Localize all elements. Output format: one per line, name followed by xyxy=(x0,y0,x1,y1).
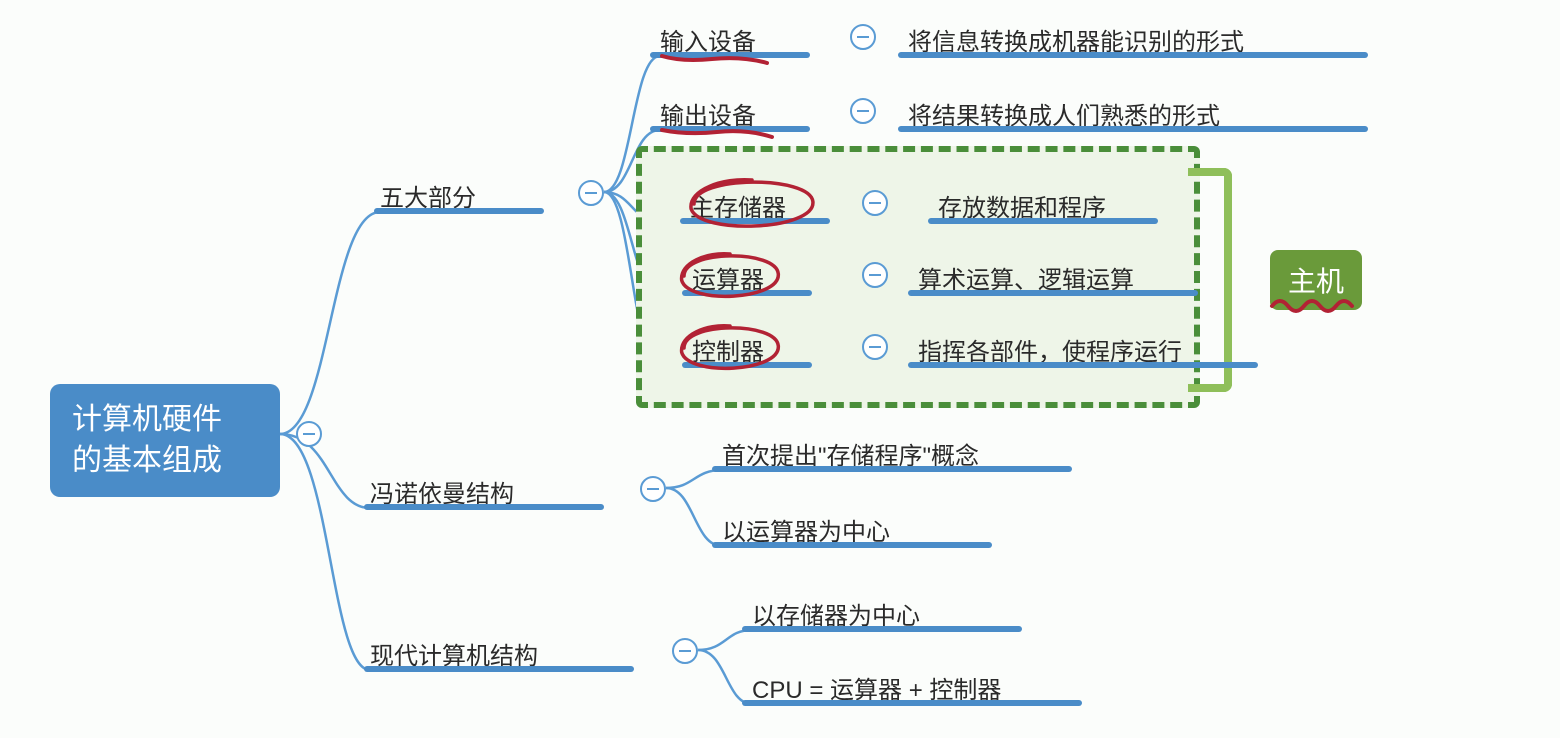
node-underline xyxy=(364,504,604,510)
node-underline xyxy=(712,466,1072,472)
collapse-icon[interactable] xyxy=(862,334,888,360)
node-underline xyxy=(742,626,1022,632)
node-underline xyxy=(908,290,1198,296)
node-underline xyxy=(650,126,810,132)
node-underline xyxy=(374,208,544,214)
mindmap-stage: 计算机硬件 的基本组成 主机 五大部分输入设备将信息转换成机器能识别的形式输出设… xyxy=(0,0,1560,738)
root-line1: 计算机硬件 xyxy=(72,400,258,441)
collapse-icon[interactable] xyxy=(850,98,876,124)
node-underline xyxy=(680,218,830,224)
collapse-icon[interactable] xyxy=(296,421,322,447)
collapse-icon[interactable] xyxy=(862,262,888,288)
host-label: 主机 xyxy=(1270,250,1362,310)
node-underline xyxy=(898,52,1368,58)
root-line2: 的基本组成 xyxy=(72,441,258,482)
host-label-text: 主机 xyxy=(1288,266,1344,297)
collapse-icon[interactable] xyxy=(862,190,888,216)
node-underline xyxy=(712,542,992,548)
collapse-icon[interactable] xyxy=(640,476,666,502)
root-node[interactable]: 计算机硬件 的基本组成 xyxy=(50,384,280,497)
collapse-icon[interactable] xyxy=(578,180,604,206)
node-underline xyxy=(908,362,1258,368)
node-underline xyxy=(742,700,1082,706)
collapse-icon[interactable] xyxy=(672,638,698,664)
collapse-icon[interactable] xyxy=(850,24,876,50)
node-underline xyxy=(682,290,812,296)
node-underline xyxy=(650,52,810,58)
node-underline xyxy=(898,126,1368,132)
node-underline xyxy=(928,218,1158,224)
host-bracket xyxy=(1188,168,1232,392)
node-underline xyxy=(364,666,634,672)
node-underline xyxy=(682,362,812,368)
